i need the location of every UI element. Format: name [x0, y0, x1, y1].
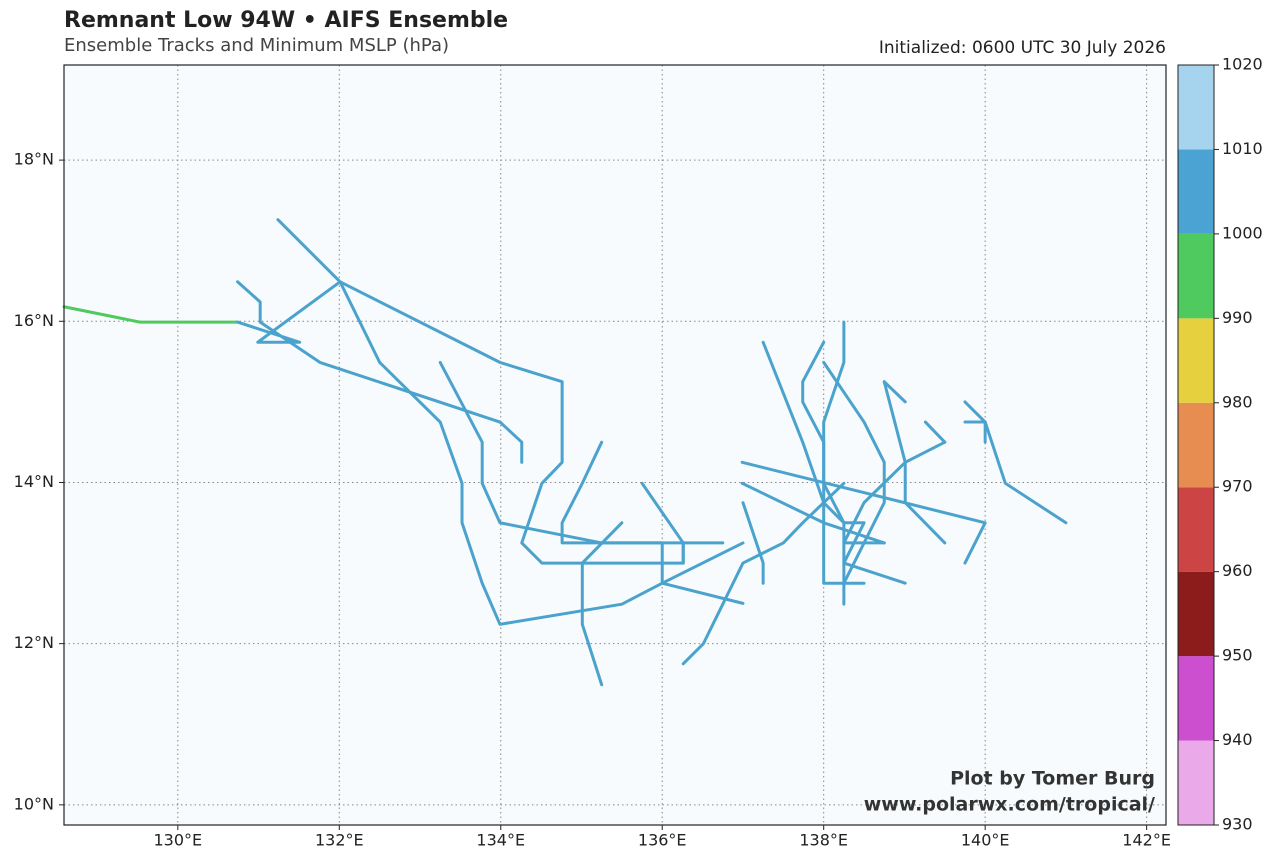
plot-frame [63, 64, 1167, 826]
track [923, 420, 947, 444]
x-tick-label: 132°E [315, 831, 364, 850]
colorbar-label: 950 [1222, 646, 1253, 665]
x-tick-label: 130°E [154, 831, 203, 850]
colorbar-segment [1178, 402, 1214, 488]
credit-url: www.polarwx.com/tropical/ [864, 794, 1155, 816]
track [801, 340, 866, 585]
track [882, 380, 947, 545]
colorbar-segment [1178, 149, 1214, 234]
init-time: Initialized: 0600 UTC 30 July 2026 [879, 38, 1166, 58]
track [560, 440, 745, 605]
x-tick-label: 142°E [1122, 831, 1171, 850]
x-tick-label: 140°E [961, 831, 1010, 850]
colorbar-segment [1178, 487, 1214, 572]
colorbar-segment [1178, 740, 1214, 825]
y-tick-label: 10°N [14, 794, 54, 813]
track [963, 420, 1068, 525]
x-tick-label: 138°E [799, 831, 848, 850]
colorbar-label: 940 [1222, 730, 1253, 749]
colorbar-frame [1177, 64, 1215, 826]
track [62, 305, 240, 324]
colorbar-label: 990 [1222, 308, 1253, 327]
track [640, 481, 685, 565]
y-tick-label: 12°N [14, 633, 54, 652]
colorbar-segment [1178, 318, 1214, 403]
track [276, 218, 685, 565]
track [236, 280, 745, 626]
y-tick-label: 16°N [14, 311, 54, 330]
colorbar-segment [1178, 656, 1214, 741]
y-tick-label: 18°N [14, 150, 54, 169]
track [681, 481, 846, 666]
track [741, 501, 765, 585]
colorbar-label: 980 [1222, 392, 1253, 411]
track [842, 440, 947, 545]
x-tick-label: 136°E [638, 831, 687, 850]
track [740, 460, 987, 565]
track [236, 280, 524, 464]
colorbar-label: 1000 [1222, 223, 1263, 242]
chart-title: Remnant Low 94W • AIFS Ensemble [64, 8, 508, 33]
colorbar-label: 1010 [1222, 139, 1263, 158]
colorbar-label: 970 [1222, 477, 1253, 496]
colorbar-label: 960 [1222, 561, 1253, 580]
plot-background [64, 65, 1166, 825]
colorbar-segment [1178, 65, 1214, 150]
track [740, 481, 886, 545]
x-tick-label: 134°E [476, 831, 525, 850]
track [822, 320, 846, 606]
credit: Plot by Tomer Burg [950, 768, 1155, 790]
track [580, 521, 624, 687]
colorbar-segment [1178, 233, 1214, 319]
track [882, 380, 907, 404]
colorbar-label: 930 [1222, 815, 1253, 834]
colorbar-label: 1020 [1222, 55, 1263, 74]
y-tick-label: 14°N [14, 472, 54, 491]
chart-subtitle: Ensemble Tracks and Minimum MSLP (hPa) [64, 35, 449, 56]
colorbar-segment [1178, 571, 1214, 657]
